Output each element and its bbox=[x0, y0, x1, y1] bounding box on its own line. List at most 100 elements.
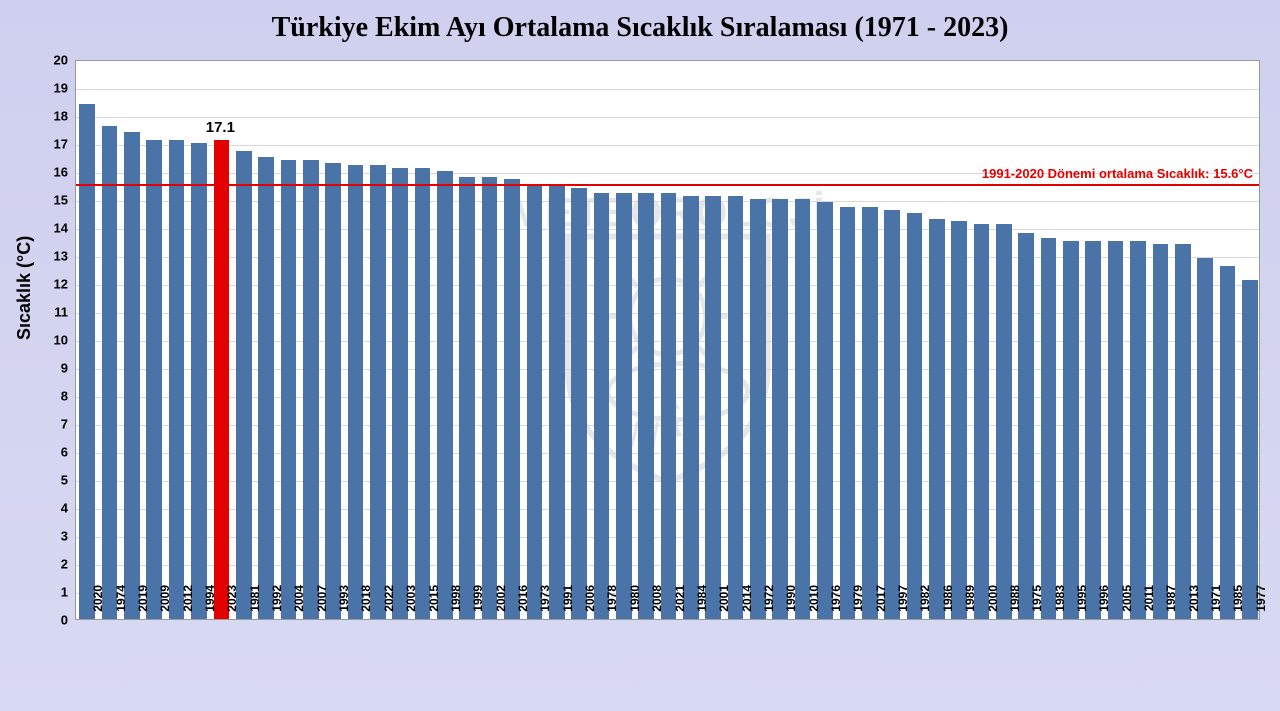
y-axis-label: Sıcaklık (°C) bbox=[14, 236, 35, 340]
y-tick-label: 12 bbox=[38, 277, 68, 292]
bar bbox=[1063, 241, 1079, 619]
x-tick-label: 1972 bbox=[762, 585, 776, 625]
bar bbox=[79, 104, 95, 619]
x-tick-label: 1978 bbox=[605, 585, 619, 625]
y-tick-label: 1 bbox=[38, 585, 68, 600]
bar bbox=[527, 185, 543, 619]
x-tick-label: 2020 bbox=[91, 585, 105, 625]
y-tick-label: 0 bbox=[38, 613, 68, 628]
x-tick-label: 1998 bbox=[449, 585, 463, 625]
reference-line bbox=[76, 184, 1259, 186]
bar bbox=[683, 196, 699, 619]
bar bbox=[840, 207, 856, 619]
x-tick-label: 1994 bbox=[203, 585, 217, 625]
x-tick-label: 1999 bbox=[471, 585, 485, 625]
x-tick-label: 2023 bbox=[225, 585, 239, 625]
x-tick-label: 2003 bbox=[404, 585, 418, 625]
x-tick-label: 1981 bbox=[248, 585, 262, 625]
bar bbox=[370, 165, 386, 619]
x-tick-label: 1989 bbox=[963, 585, 977, 625]
x-tick-label: 2017 bbox=[874, 585, 888, 625]
x-tick-label: 2016 bbox=[516, 585, 530, 625]
x-tick-label: 1971 bbox=[1209, 585, 1223, 625]
y-tick-label: 20 bbox=[38, 53, 68, 68]
x-tick-label: 1983 bbox=[1053, 585, 1067, 625]
plot-area: METEOROLOJİ 19 bbox=[75, 60, 1260, 620]
y-tick-label: 6 bbox=[38, 445, 68, 460]
x-tick-label: 1992 bbox=[270, 585, 284, 625]
bar bbox=[951, 221, 967, 619]
bar bbox=[415, 168, 431, 619]
bar bbox=[482, 177, 498, 619]
x-tick-label: 2011 bbox=[1142, 585, 1156, 625]
bar bbox=[303, 160, 319, 619]
bar bbox=[325, 163, 341, 619]
bar bbox=[1018, 233, 1034, 619]
bar bbox=[169, 140, 185, 619]
bar bbox=[348, 165, 364, 619]
x-tick-label: 2000 bbox=[986, 585, 1000, 625]
x-tick-label: 1976 bbox=[829, 585, 843, 625]
bar bbox=[102, 126, 118, 619]
bar bbox=[929, 219, 945, 619]
x-tick-label: 2001 bbox=[717, 585, 731, 625]
bar bbox=[862, 207, 878, 619]
y-tick-label: 8 bbox=[38, 389, 68, 404]
bar bbox=[1041, 238, 1057, 619]
y-tick-label: 15 bbox=[38, 193, 68, 208]
x-tick-label: 2004 bbox=[292, 585, 306, 625]
y-tick-label: 7 bbox=[38, 417, 68, 432]
y-tick-label: 4 bbox=[38, 501, 68, 516]
x-tick-label: 2019 bbox=[136, 585, 150, 625]
bar bbox=[1153, 244, 1169, 619]
grid-line bbox=[76, 145, 1259, 146]
x-tick-label: 2010 bbox=[807, 585, 821, 625]
x-tick-label: 1982 bbox=[918, 585, 932, 625]
y-tick-label: 10 bbox=[38, 333, 68, 348]
x-tick-label: 1974 bbox=[114, 585, 128, 625]
bar bbox=[236, 151, 252, 619]
y-tick-label: 18 bbox=[38, 109, 68, 124]
x-tick-label: 1995 bbox=[1075, 585, 1089, 625]
x-tick-label: 1991 bbox=[561, 585, 575, 625]
bar bbox=[571, 188, 587, 619]
x-tick-label: 1973 bbox=[538, 585, 552, 625]
bar bbox=[1242, 280, 1258, 619]
x-tick-label: 1988 bbox=[1008, 585, 1022, 625]
x-tick-label: 2008 bbox=[650, 585, 664, 625]
bar bbox=[638, 193, 654, 619]
bar bbox=[437, 171, 453, 619]
x-tick-label: 2006 bbox=[583, 585, 597, 625]
bar bbox=[996, 224, 1012, 619]
y-tick-label: 14 bbox=[38, 221, 68, 236]
y-tick-label: 16 bbox=[38, 165, 68, 180]
bar bbox=[392, 168, 408, 619]
y-tick-label: 5 bbox=[38, 473, 68, 488]
highlight-value-label: 17.1 bbox=[206, 119, 235, 136]
bar bbox=[1130, 241, 1146, 619]
grid-line bbox=[76, 89, 1259, 90]
bar bbox=[795, 199, 811, 619]
bar bbox=[884, 210, 900, 619]
x-tick-label: 1997 bbox=[896, 585, 910, 625]
chart-title: Türkiye Ekim Ayı Ortalama Sıcaklık Sıral… bbox=[0, 12, 1280, 44]
bar bbox=[1108, 241, 1124, 619]
y-tick-label: 19 bbox=[38, 81, 68, 96]
bar bbox=[146, 140, 162, 619]
y-tick-label: 17 bbox=[38, 137, 68, 152]
x-tick-label: 2013 bbox=[1187, 585, 1201, 625]
bar bbox=[504, 179, 520, 619]
x-tick-label: 1993 bbox=[337, 585, 351, 625]
bar bbox=[1175, 244, 1191, 619]
bar bbox=[549, 185, 565, 619]
x-tick-label: 1986 bbox=[941, 585, 955, 625]
x-tick-label: 1987 bbox=[1164, 585, 1178, 625]
bar bbox=[191, 143, 207, 619]
bar bbox=[817, 202, 833, 619]
y-tick-label: 9 bbox=[38, 361, 68, 376]
x-tick-label: 2015 bbox=[427, 585, 441, 625]
bar bbox=[772, 199, 788, 619]
bar bbox=[974, 224, 990, 619]
x-tick-label: 2009 bbox=[158, 585, 172, 625]
bar bbox=[1085, 241, 1101, 619]
